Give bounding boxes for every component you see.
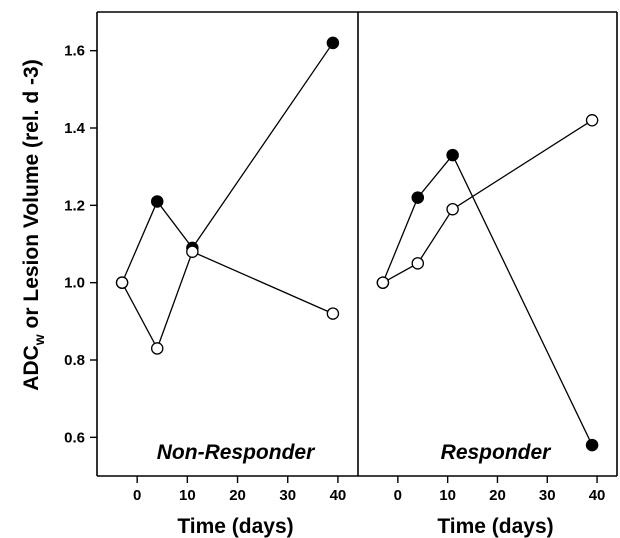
y-axis-title-subscript: w (31, 334, 47, 346)
y-axis-title-main: ADC (20, 345, 43, 391)
x-tick-label: 0 (133, 487, 141, 504)
panel-label: Non-Responder (157, 441, 316, 464)
x-tick-label: 20 (229, 487, 246, 504)
plot-area: 0.6 0.8 1.0 1.2 1.4 1.6 0 10 20 30 40 Time (days) No… (64, 11, 618, 538)
y-tick-label: 0.6 (64, 429, 85, 446)
y-tick-label: 1.2 (64, 197, 85, 214)
x-tick-label: 40 (589, 487, 606, 504)
data-point-open (150, 342, 164, 355)
data-point-filled (326, 36, 340, 50)
data-point-open (376, 276, 390, 289)
data-point-filled (411, 191, 425, 204)
y-tick-label: 0.8 (64, 352, 85, 369)
x-tick-label: 40 (330, 487, 347, 504)
svg-text:ADCw or Lesion Volume (rel. d: ADCw or Lesion Volume (rel. d -3) (20, 59, 47, 390)
x-tick-label: 10 (439, 487, 456, 504)
x-axis-title: Time (days) (437, 515, 553, 538)
x-tick-label: 0 (394, 487, 402, 504)
data-point-open (446, 202, 459, 216)
y-tick-label: 1.4 (64, 120, 86, 137)
series-line-filled (121, 42, 334, 283)
panel-responder: 0 10 20 30 40 Time (days) Responder (376, 114, 606, 538)
y-tick-label: 1.0 (64, 275, 85, 292)
series-line-open (382, 119, 593, 284)
y-axis-title-rest: or Lesion Volume (rel. d -3) (20, 59, 43, 334)
x-axis-title: Time (days) (177, 515, 293, 538)
data-point-open (326, 307, 340, 320)
data-point-open (186, 245, 199, 258)
panel-label: Responder (441, 441, 553, 464)
data-point-filled (585, 438, 599, 452)
panel-non-responder: 0 10 20 30 40 Time (days) Non-Responder (115, 36, 347, 538)
data-point-open (411, 257, 425, 270)
data-point-open (585, 114, 599, 127)
y-tick-label: 1.6 (64, 43, 85, 60)
x-tick-label: 30 (279, 487, 296, 504)
data-point-filled (150, 195, 164, 208)
x-tick-label: 30 (539, 487, 556, 504)
x-tick-label: 10 (179, 487, 196, 504)
data-point-open (115, 276, 129, 289)
series-line-filled (382, 153, 593, 446)
data-point-filled (446, 148, 459, 162)
y-axis-title: ADCw or Lesion Volume (rel. d -3) (20, 59, 47, 390)
series-line-open (121, 250, 334, 350)
x-tick-label: 20 (489, 487, 506, 504)
